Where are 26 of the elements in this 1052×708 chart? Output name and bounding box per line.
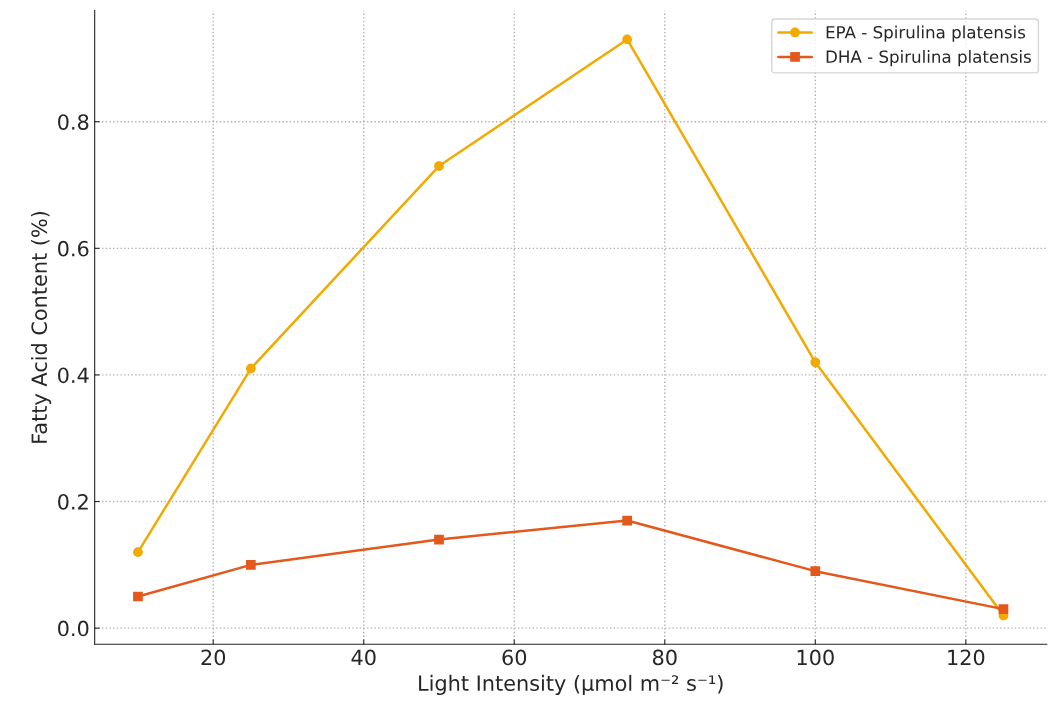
point xyxy=(998,604,1009,615)
x-axis-title: Light Intensity (µmol m⁻² s⁻¹) xyxy=(419,674,723,696)
point xyxy=(245,559,256,570)
point xyxy=(245,363,256,374)
x-tick-label: 120 xyxy=(948,649,985,666)
legend-label: DHA - Spirulina platensis xyxy=(826,50,1031,67)
y-tick-label: 0.4 xyxy=(58,367,89,384)
y-tick-label: 0.2 xyxy=(58,493,88,510)
point xyxy=(622,515,633,526)
point xyxy=(810,566,821,577)
y-tick-label: 0.6 xyxy=(58,240,89,257)
legend-label: EPA - Spirulina platensis xyxy=(826,25,1026,42)
x-tick-label: 60 xyxy=(502,649,527,666)
x-tick-label: 40 xyxy=(351,649,376,666)
point xyxy=(133,591,143,602)
x-tick-label: 80 xyxy=(652,649,677,666)
x-tick-label: 100 xyxy=(797,649,834,666)
point xyxy=(810,357,821,368)
point xyxy=(133,547,143,558)
point xyxy=(434,161,444,171)
y-tick-label: 0.0 xyxy=(58,620,89,637)
point xyxy=(622,34,633,45)
point xyxy=(434,534,444,545)
y-axis-title: Fatty Acid Content (%) xyxy=(30,211,52,443)
y-tick-label: 0.8 xyxy=(58,114,89,130)
x-tick-label: 20 xyxy=(201,649,226,666)
